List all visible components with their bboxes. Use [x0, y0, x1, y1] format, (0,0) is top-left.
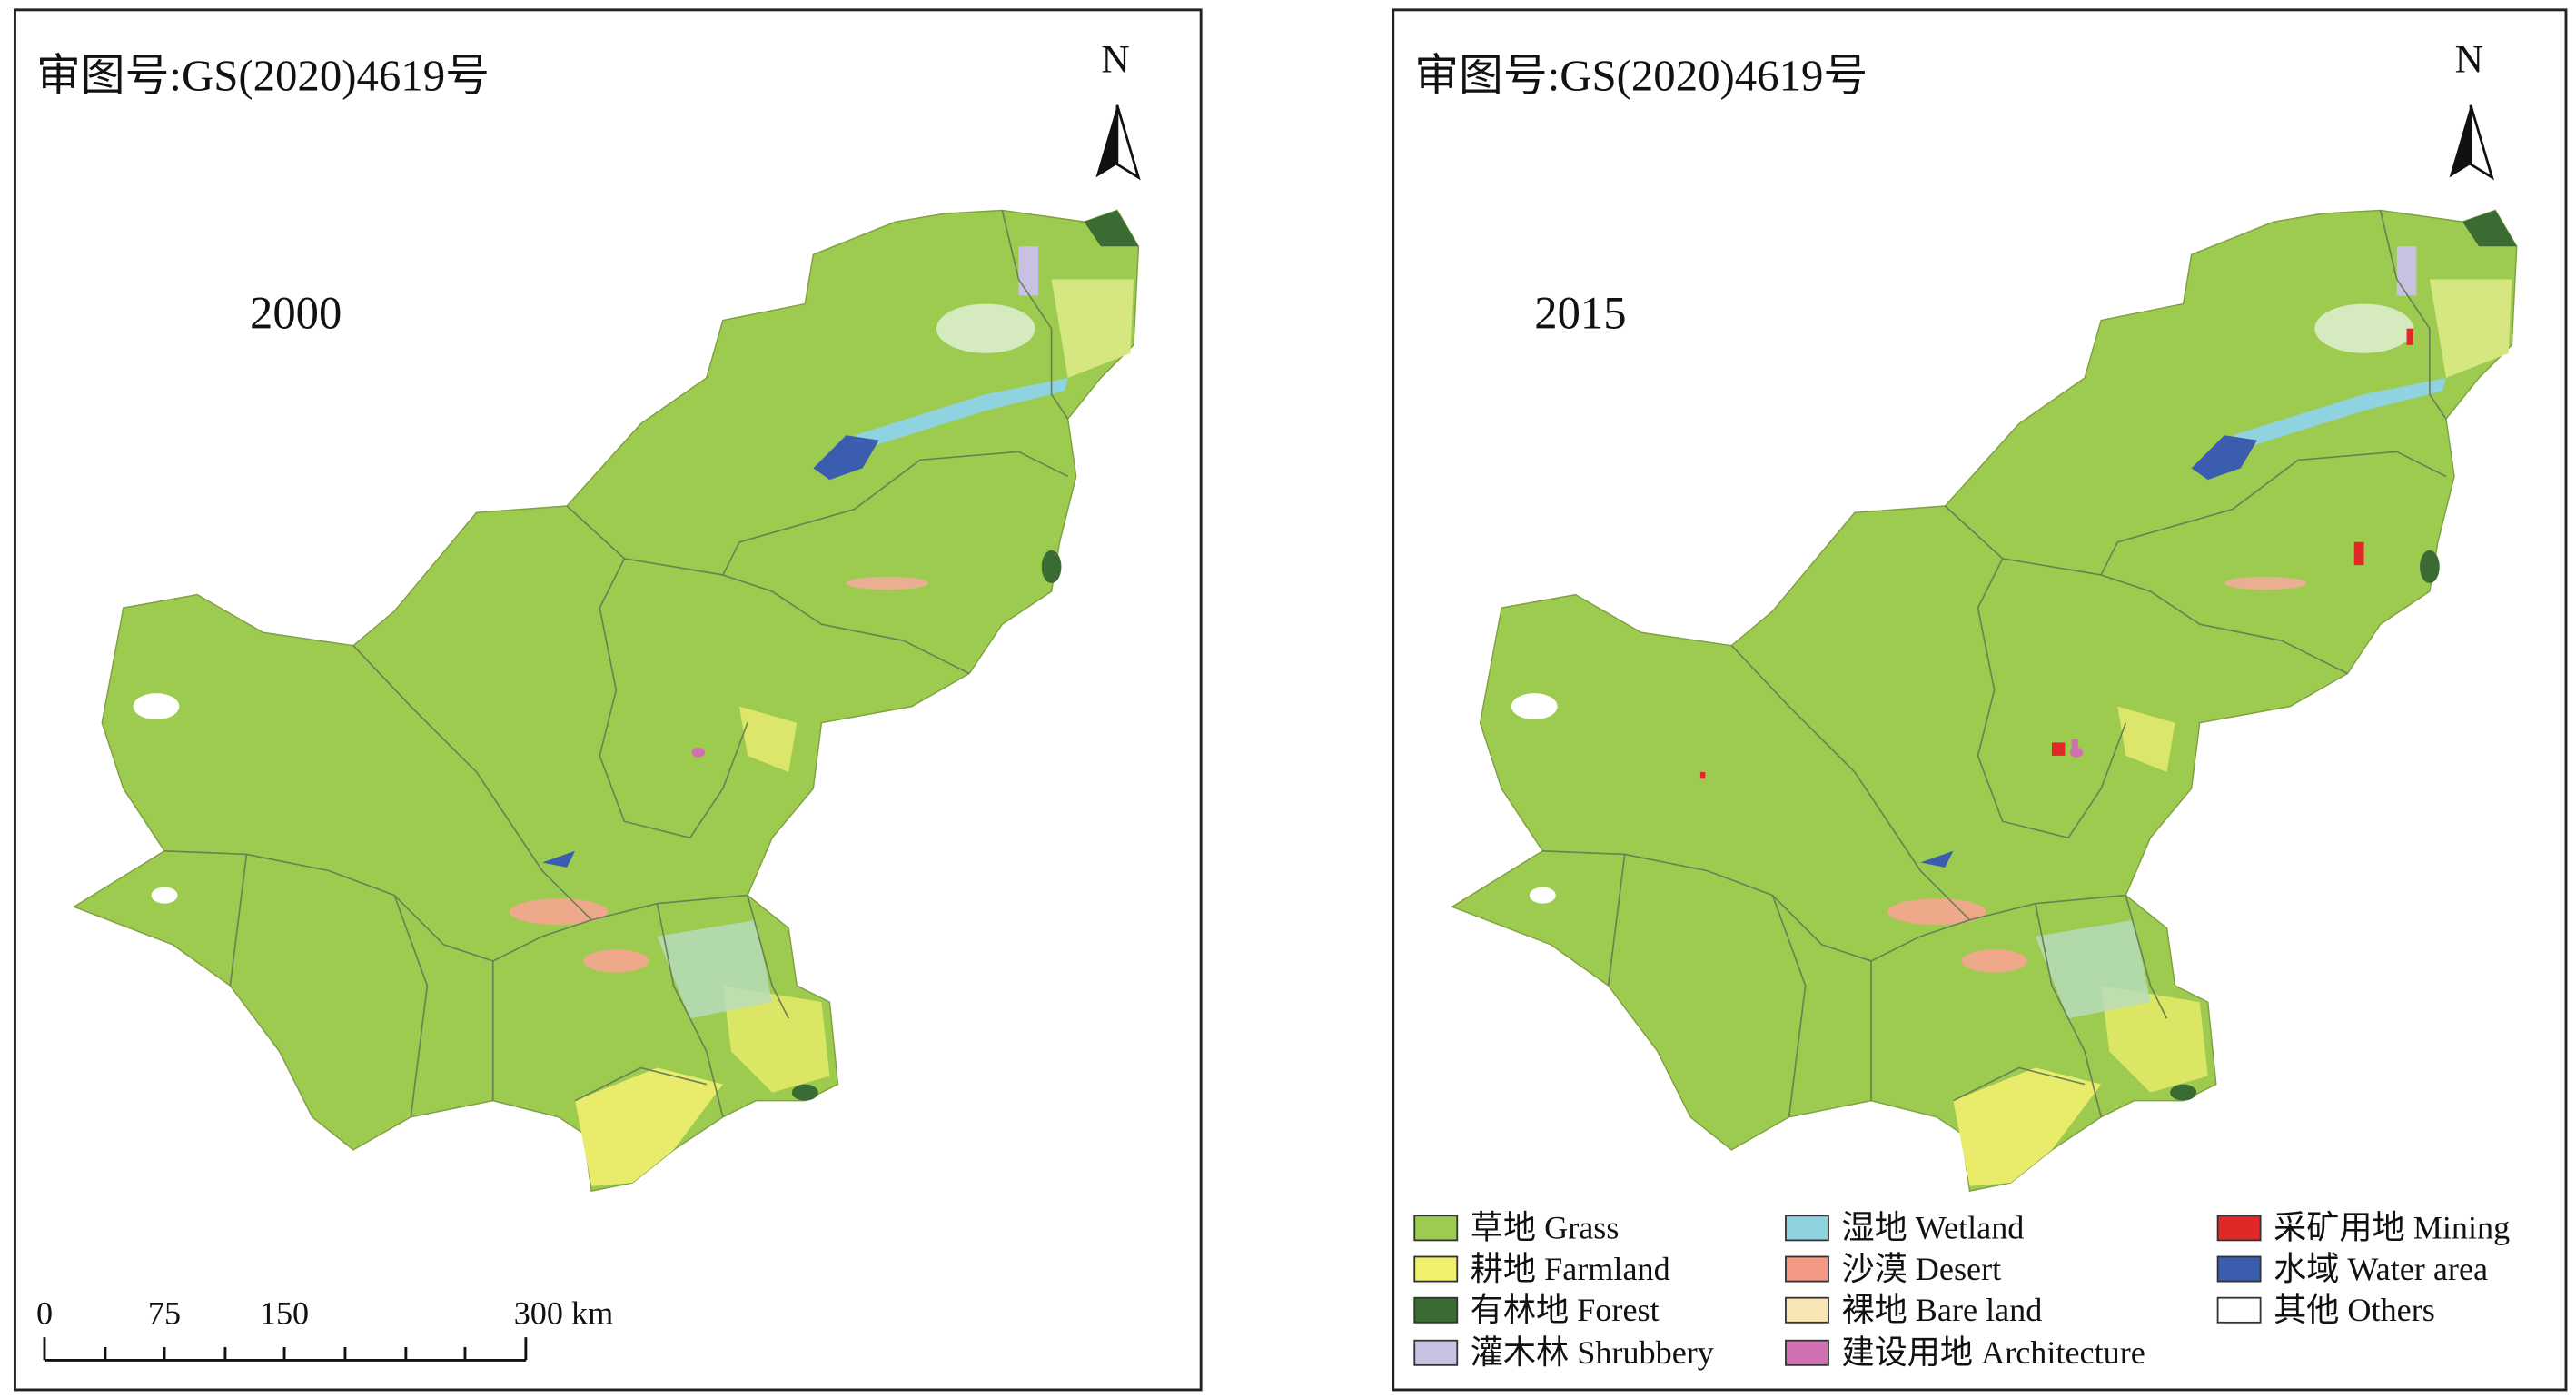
scale-label: 150: [260, 1295, 309, 1332]
legend-label: 灌木林 Shrubbery: [1471, 1334, 1714, 1371]
legend-label: 草地 Grass: [1471, 1210, 1620, 1246]
legend-swatch: [1785, 1339, 1829, 1366]
north-arrow: [2448, 104, 2493, 179]
legend-label: 有林地 Forest: [1471, 1292, 1660, 1328]
north-label: N: [1101, 38, 1129, 82]
legend-swatch: [2216, 1255, 2262, 1283]
north-label: N: [2455, 38, 2483, 82]
approval-number: 审图号:GS(2020)4619号: [36, 50, 490, 100]
legend-swatch: [1785, 1296, 1829, 1324]
legend-swatch: [1413, 1215, 1459, 1242]
scale-label: 0: [36, 1295, 53, 1332]
panel-frame: [1392, 8, 2568, 1392]
legend-label: 裸地 Bare land: [1841, 1292, 2042, 1328]
legend-swatch: [2216, 1296, 2262, 1324]
land-cover-map: [1452, 210, 2517, 1191]
legend-label: 沙漠 Desert: [1841, 1251, 2001, 1287]
legend-swatch: [1413, 1296, 1459, 1324]
scale-label: 300 km: [514, 1295, 613, 1332]
land-cover-map: [74, 210, 1139, 1191]
legend-swatch: [1785, 1215, 1829, 1242]
north-arrow: [1095, 104, 1140, 179]
legend-swatch: [1785, 1255, 1829, 1283]
legend-label: 建设用地 Architecture: [1841, 1334, 2145, 1371]
legend-label: 水域 Water area: [2274, 1251, 2488, 1287]
legend-swatch: [1413, 1339, 1459, 1366]
approval-number: 审图号:GS(2020)4619号: [1414, 50, 1868, 100]
legend-label: 耕地 Farmland: [1471, 1251, 1670, 1287]
scale-label: 75: [148, 1295, 181, 1332]
legend-label: 湿地 Wetland: [1841, 1210, 2024, 1246]
legend-swatch: [1413, 1255, 1459, 1283]
scale-bar: 0 75 150 300 km: [36, 1295, 613, 1362]
panel-frame: [13, 8, 1203, 1392]
legend-swatch: [2216, 1215, 2262, 1242]
year-label: 2000: [250, 288, 342, 339]
legend-label: 其他 Others: [2274, 1292, 2435, 1328]
legend: 草地 Grass 耕地 Farmland 有林地 Forest 灌木林 Shrubbe…: [1413, 1210, 2510, 1371]
year-label: 2015: [1534, 288, 1626, 339]
legend-label: 采矿用地 Mining: [2274, 1210, 2510, 1246]
